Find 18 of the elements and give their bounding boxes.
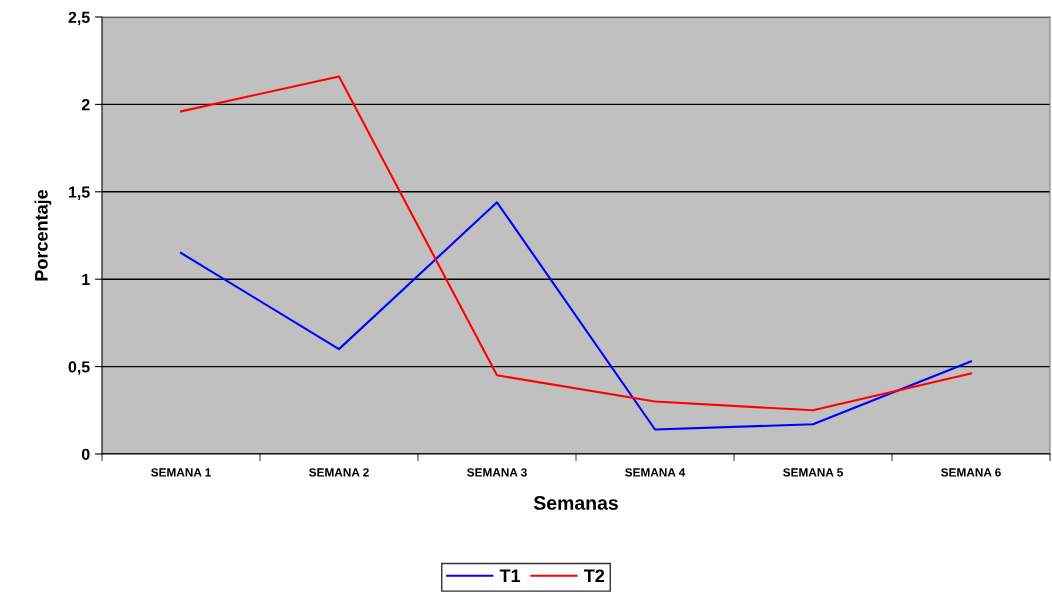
y-axis-title: Porcentaje <box>34 189 52 281</box>
y-tick-label: 2,5 <box>68 11 90 26</box>
legend-label: T2 <box>583 569 605 582</box>
x-tick-label: SEMANA 3 <box>467 468 527 477</box>
x-axis-title: Semanas <box>533 496 618 510</box>
y-tick-label: 0,5 <box>68 361 90 375</box>
x-tick-label: SEMANA 6 <box>941 468 1001 477</box>
x-tick-label: SEMANA 1 <box>151 468 211 477</box>
y-tick-label: 0 <box>81 448 90 460</box>
y-tick-label: 1,5 <box>69 186 90 201</box>
y-tick-label: 1 <box>82 274 90 285</box>
x-tick-label: SEMANA 2 <box>309 468 369 477</box>
line-series <box>179 75 973 412</box>
y-tick-label: 2 <box>81 99 90 111</box>
legend-label: T1 <box>499 569 521 582</box>
x-tick-label: SEMANA 4 <box>625 468 686 477</box>
x-tick-label: SEMANA 5 <box>783 468 843 477</box>
line-series <box>179 201 973 431</box>
